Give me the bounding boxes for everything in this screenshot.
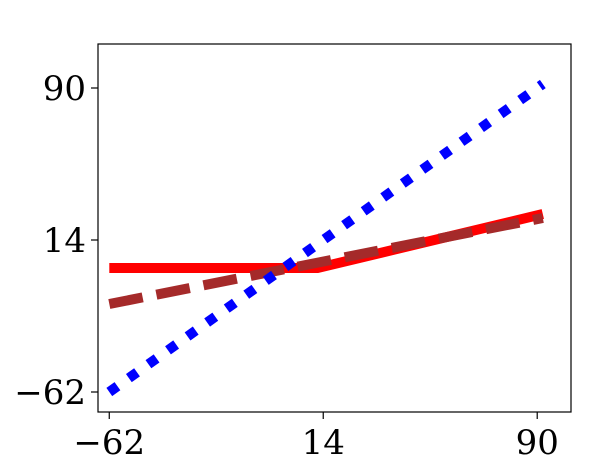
- series-line-dotted: [106, 79, 546, 397]
- y-tick-label: 90: [43, 69, 86, 109]
- series-line-dashed: [108, 213, 544, 309]
- plot-frame: [97, 43, 572, 413]
- y-tick-label: −62: [14, 373, 86, 413]
- series-layer: [106, 79, 546, 397]
- y-axis: 90 14 −62: [14, 69, 98, 413]
- x-tick-label: 14: [302, 423, 345, 463]
- x-axis: −62 14 90: [73, 412, 559, 463]
- x-tick-label: 90: [516, 423, 559, 463]
- x-tick-label: −62: [73, 423, 145, 463]
- y-tick-label: 14: [43, 221, 86, 261]
